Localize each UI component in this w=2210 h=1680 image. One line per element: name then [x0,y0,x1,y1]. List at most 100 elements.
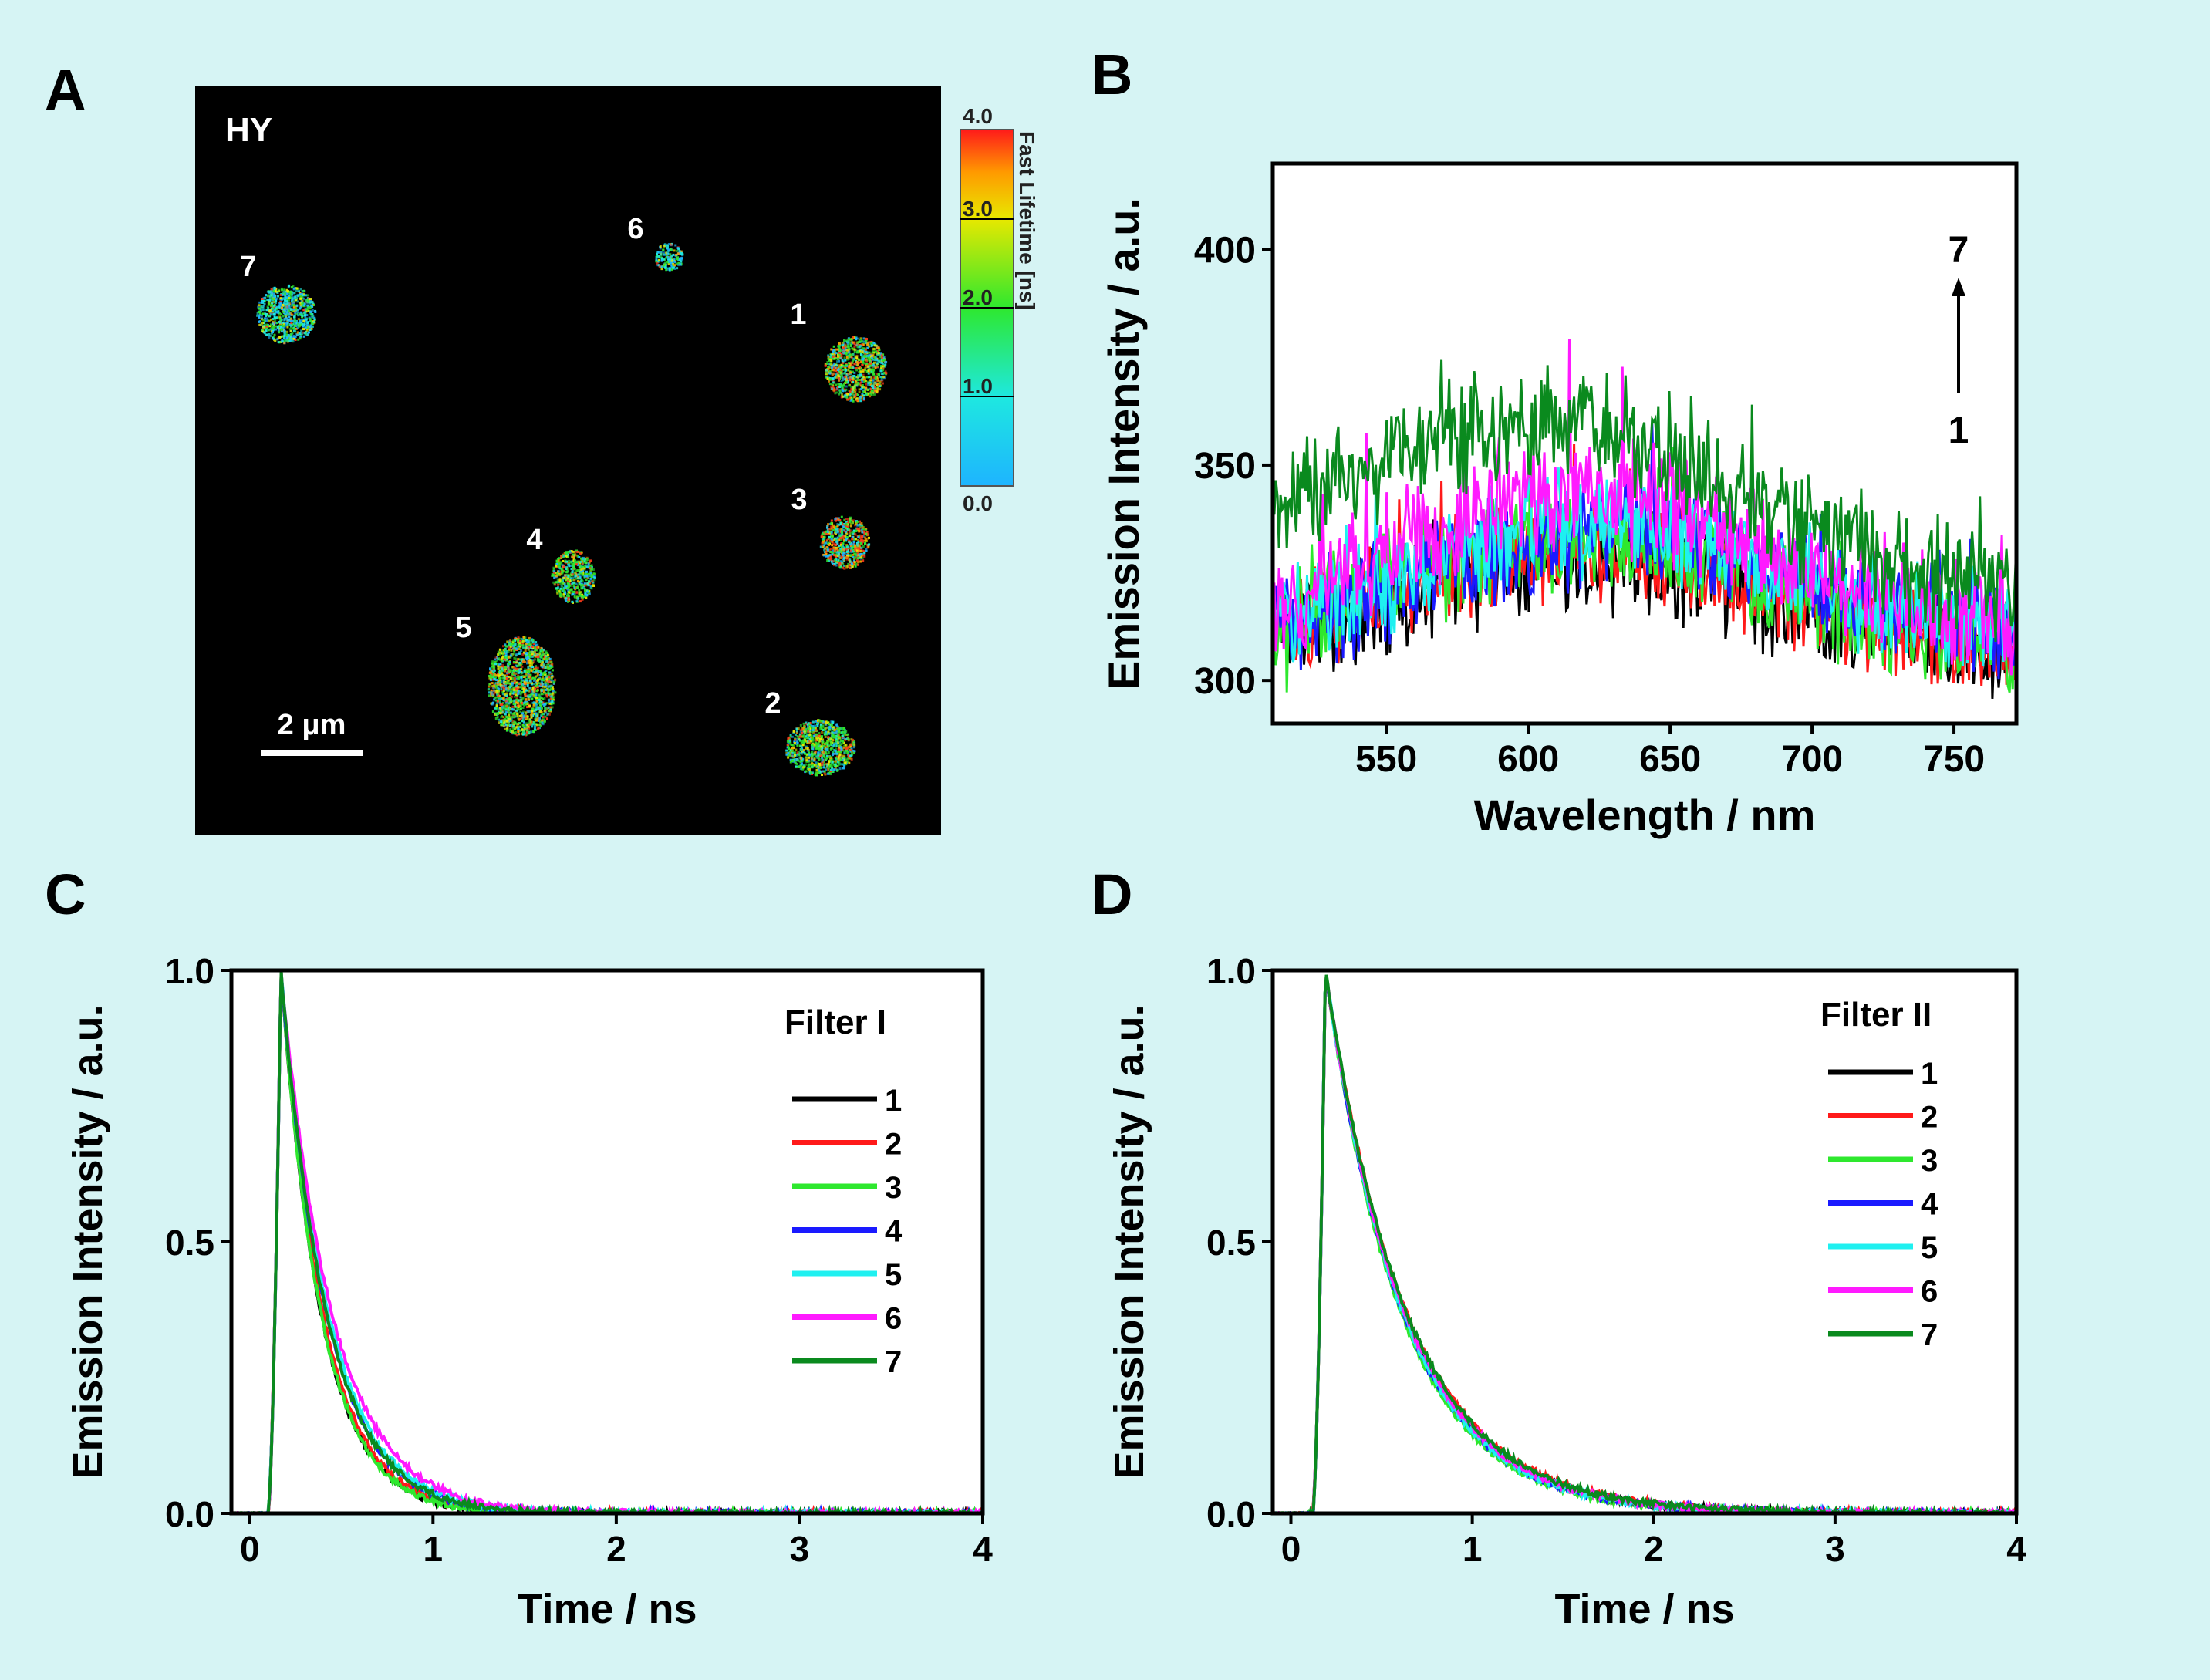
particle-pixel [531,661,534,664]
particle-pixel [825,533,828,535]
particle-pixel [503,674,506,677]
particle-pixel [584,589,586,592]
particle-pixel [804,752,807,755]
particle-pixel [817,754,820,757]
particle-pixel [521,697,525,700]
particle-pixel [858,358,861,361]
particle-pixel [663,251,666,255]
particle-pixel [511,700,515,702]
particle-pixel [517,677,520,680]
particle-pixel [808,734,811,737]
particle-pixel [867,544,870,547]
particle-pixel [522,636,525,639]
particle-pixel [872,383,875,386]
particle-pixel [823,770,826,773]
particle-pixel [836,755,838,758]
particle-pixel [535,653,538,656]
particle-pixel [540,680,543,683]
particle-pixel [858,528,861,531]
particle-pixel [569,592,572,595]
particle-pixel [820,720,823,722]
particle-pixel [508,643,511,646]
particle-4 [551,549,596,604]
particle-pixel [551,680,554,683]
particle-pixel [825,550,828,553]
particle-pixel [838,352,842,354]
particle-pixel [827,368,830,370]
particle-pixel [850,376,853,379]
particle-pixel [846,358,849,361]
particle-pixel [823,745,826,747]
particle-pixel [578,556,581,558]
particle-pixel [818,727,822,730]
particle-pixel [844,552,847,555]
particle-pixel [825,552,828,555]
particle-pixel [292,288,295,291]
particle-pixel [516,646,519,649]
particle-pixel [843,346,845,348]
particle-pixel [581,579,584,582]
particle-pixel [838,356,842,359]
particle-pixel [801,762,803,765]
particle-pixel [837,355,840,358]
particle-pixel [851,565,854,568]
particle-pixel [666,246,669,249]
particle-pixel [282,298,285,301]
particle-pixel [545,688,548,691]
particle-pixel [548,657,552,660]
particle-pixel [792,752,795,755]
particle-pixel [824,363,827,366]
particle-pixel [578,592,581,595]
particle-pixel [562,587,565,590]
particle-pixel [498,663,501,666]
particle-pixel [538,699,541,702]
particle-pixel [548,664,552,667]
particle-pixel [506,640,509,643]
particle-pixel [515,672,518,675]
particle-pixel [592,579,596,582]
particle-pixel [542,649,545,652]
particle-pixel [808,754,811,757]
particle-pixel [790,754,793,757]
particle-pixel [502,707,505,710]
particle-pixel [864,348,867,351]
particle-pixel [660,251,663,254]
particle-pixel [521,717,525,720]
particle-pixel [520,672,523,675]
particle-pixel [505,694,508,697]
particle-pixel [560,584,563,587]
particle-pixel [501,707,504,710]
particle-pixel [859,560,862,563]
particle-pixel [842,368,845,371]
particle-pixel [849,390,852,393]
particle-pixel [544,703,547,706]
particle-pixel [494,696,497,699]
particle-pixel [490,693,493,697]
particle-pixel [670,255,673,258]
particle-pixel [539,703,542,707]
particle-pixel [840,545,843,548]
particle-pixel [491,691,494,694]
particle-pixel [828,543,831,546]
particle-pixel [842,390,845,393]
particle-pixel [806,755,809,758]
particle-pixel [841,362,844,364]
particle-pixel [822,759,825,762]
particle-pixel [536,712,539,715]
particle-pixel [838,393,841,396]
particle-pixel [804,738,807,741]
particle-pixel [504,727,507,730]
particle-pixel [532,730,535,733]
particle-pixel [876,364,879,367]
particle-pixel [667,249,670,251]
particle-pixel [795,740,798,744]
particle-pixel [549,708,552,711]
particle-pixel [665,256,668,259]
particle-pixel [509,654,512,657]
particle-pixel [553,576,556,579]
particle-pixel [830,535,833,538]
particle-pixel [822,726,825,729]
particle-pixel [668,268,671,272]
particle-pixel [874,350,877,353]
particle-pixel [859,381,862,384]
